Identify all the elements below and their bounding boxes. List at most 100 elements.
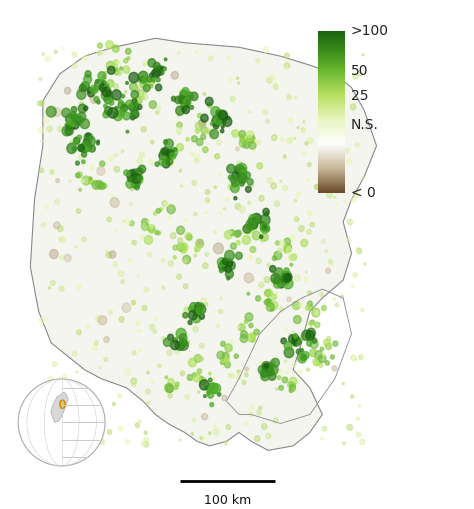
Circle shape	[306, 331, 315, 340]
Circle shape	[90, 95, 98, 103]
Circle shape	[292, 336, 301, 346]
Circle shape	[264, 225, 266, 229]
Circle shape	[65, 114, 75, 124]
Circle shape	[92, 436, 94, 438]
Circle shape	[121, 94, 125, 98]
Circle shape	[139, 176, 143, 179]
Circle shape	[188, 320, 192, 325]
Circle shape	[290, 384, 296, 391]
Circle shape	[177, 122, 182, 128]
Circle shape	[331, 264, 333, 267]
Circle shape	[287, 95, 291, 100]
Circle shape	[209, 378, 212, 382]
Circle shape	[131, 169, 138, 177]
Circle shape	[232, 130, 239, 137]
Circle shape	[144, 288, 148, 292]
Circle shape	[212, 116, 222, 126]
Circle shape	[283, 155, 286, 158]
Circle shape	[151, 379, 154, 383]
Circle shape	[251, 338, 255, 342]
Circle shape	[58, 226, 63, 232]
Circle shape	[309, 322, 313, 326]
Circle shape	[298, 340, 301, 344]
Circle shape	[178, 238, 182, 243]
Circle shape	[42, 53, 45, 55]
Circle shape	[109, 310, 113, 314]
Circle shape	[236, 147, 239, 151]
Circle shape	[106, 91, 112, 97]
Circle shape	[168, 217, 171, 220]
Circle shape	[130, 186, 134, 191]
Circle shape	[137, 329, 140, 332]
Circle shape	[184, 219, 187, 222]
Circle shape	[320, 437, 323, 440]
Circle shape	[115, 106, 118, 110]
Circle shape	[239, 181, 244, 186]
Circle shape	[128, 259, 131, 263]
Circle shape	[289, 255, 294, 261]
Circle shape	[190, 105, 193, 109]
Circle shape	[97, 142, 99, 145]
Circle shape	[271, 358, 279, 367]
Circle shape	[214, 115, 224, 125]
Circle shape	[236, 252, 242, 260]
Circle shape	[277, 278, 282, 283]
Circle shape	[100, 161, 105, 166]
Circle shape	[165, 384, 173, 392]
Circle shape	[104, 104, 107, 108]
Circle shape	[139, 235, 144, 239]
Circle shape	[113, 262, 118, 267]
Circle shape	[245, 320, 248, 323]
Circle shape	[246, 131, 254, 139]
Circle shape	[307, 211, 312, 216]
Circle shape	[79, 155, 83, 159]
Circle shape	[205, 252, 209, 256]
Circle shape	[134, 87, 139, 93]
Circle shape	[260, 360, 263, 363]
Circle shape	[310, 320, 314, 324]
Circle shape	[247, 292, 250, 295]
Circle shape	[143, 60, 148, 66]
Circle shape	[191, 433, 193, 435]
Circle shape	[194, 158, 199, 163]
Circle shape	[195, 308, 201, 315]
Circle shape	[294, 217, 299, 221]
Circle shape	[258, 365, 266, 374]
Circle shape	[244, 273, 253, 283]
Circle shape	[362, 54, 364, 56]
Circle shape	[344, 148, 349, 153]
Circle shape	[262, 423, 267, 429]
Circle shape	[161, 66, 164, 69]
Circle shape	[260, 238, 264, 242]
Circle shape	[286, 371, 289, 374]
Circle shape	[266, 433, 271, 439]
Circle shape	[71, 122, 75, 127]
Circle shape	[315, 322, 320, 328]
Circle shape	[230, 374, 235, 378]
Circle shape	[303, 277, 307, 281]
Circle shape	[106, 84, 109, 87]
Circle shape	[297, 127, 299, 128]
Circle shape	[215, 154, 219, 159]
Circle shape	[248, 110, 251, 113]
Circle shape	[133, 302, 135, 304]
Circle shape	[110, 197, 119, 208]
Circle shape	[117, 109, 124, 117]
Circle shape	[82, 55, 87, 61]
Circle shape	[243, 140, 250, 149]
Circle shape	[193, 373, 196, 377]
Circle shape	[227, 261, 233, 267]
Circle shape	[173, 245, 178, 250]
Circle shape	[264, 276, 270, 282]
Circle shape	[126, 439, 130, 444]
Circle shape	[240, 138, 245, 143]
Circle shape	[62, 126, 72, 136]
Circle shape	[242, 236, 251, 244]
Circle shape	[214, 425, 216, 427]
Circle shape	[289, 118, 293, 123]
Circle shape	[315, 184, 319, 189]
Circle shape	[173, 338, 178, 343]
Circle shape	[294, 334, 297, 338]
Circle shape	[327, 192, 332, 198]
Circle shape	[268, 362, 274, 369]
